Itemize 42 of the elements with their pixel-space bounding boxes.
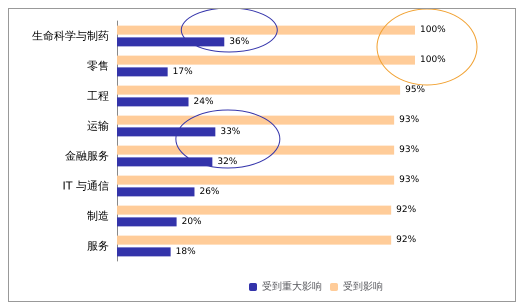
bar — [117, 37, 224, 46]
bar — [117, 247, 171, 256]
data-label: 93% — [399, 175, 420, 186]
y-tick-label: IT 与通信 — [62, 180, 109, 192]
data-label: 18% — [176, 246, 196, 257]
legend-label: 受到影响 — [343, 280, 383, 292]
bar — [117, 157, 212, 166]
data-label: 92% — [396, 205, 417, 216]
bar — [117, 97, 189, 106]
data-label: 36% — [229, 36, 250, 47]
data-label: 33% — [220, 126, 241, 137]
bar — [117, 236, 392, 245]
y-tick-label: 工程 — [87, 90, 109, 102]
data-label: 93% — [399, 145, 420, 156]
bar — [117, 217, 177, 226]
y-tick-label: 生命科学与制药 — [32, 30, 109, 42]
data-label: 100% — [420, 25, 446, 36]
bar — [117, 146, 394, 155]
y-tick-label: 服务 — [87, 240, 109, 252]
data-label: 17% — [172, 66, 194, 77]
data-label: 26% — [199, 186, 220, 197]
bar — [117, 206, 392, 215]
y-tick-label: 制造 — [87, 210, 109, 222]
data-label: 32% — [217, 156, 238, 167]
data-label: 95% — [405, 85, 426, 96]
bar — [117, 56, 415, 65]
bar — [117, 127, 216, 136]
bar — [117, 86, 400, 95]
bar — [117, 67, 168, 76]
legend-label: 受到重大影响 — [262, 280, 322, 292]
data-label: 20% — [182, 216, 202, 227]
y-tick-label: 运输 — [87, 120, 109, 132]
data-label: 92% — [396, 235, 417, 246]
data-label: 100% — [420, 55, 446, 66]
y-tick-label: 金融服务 — [65, 150, 109, 162]
bar — [117, 187, 194, 196]
data-label: 24% — [194, 96, 214, 107]
bar — [117, 176, 394, 185]
bar — [117, 116, 394, 125]
y-tick-label: 零售 — [87, 60, 109, 72]
data-label: 93% — [399, 115, 420, 126]
bar — [117, 26, 415, 35]
